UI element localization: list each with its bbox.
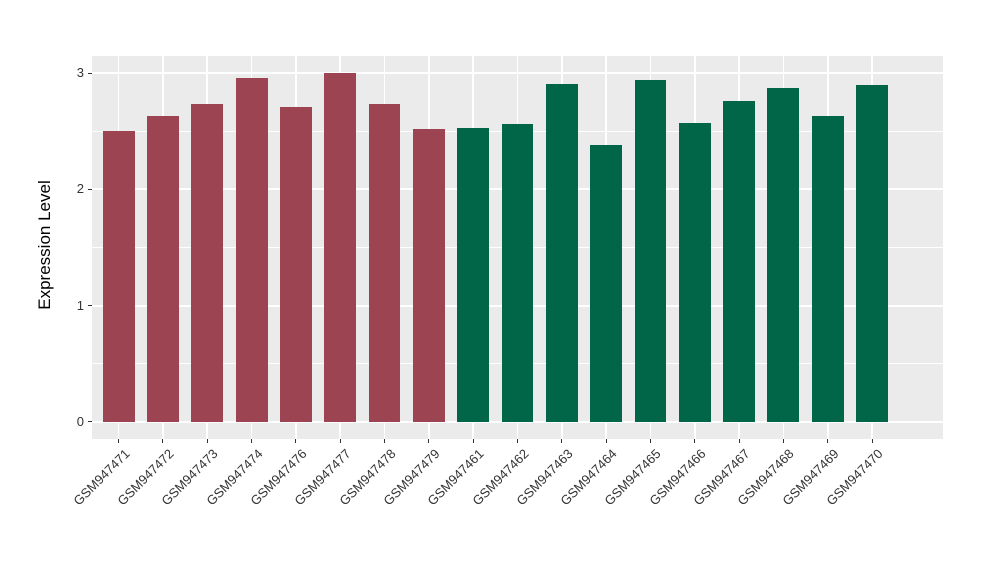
x-tick-mark <box>827 439 829 443</box>
bar-GSM947479 <box>412 129 445 422</box>
bar-GSM947477 <box>324 73 357 422</box>
bar-GSM947461 <box>457 127 490 422</box>
bar-GSM947463 <box>545 83 578 422</box>
x-tick-label-GSM947473: GSM947473 <box>158 446 221 509</box>
x-tick-label-GSM947464: GSM947464 <box>557 446 620 509</box>
x-tick-label-GSM947478: GSM947478 <box>335 446 399 509</box>
x-tick-label-GSM947471: GSM947471 <box>69 446 133 509</box>
x-tick-label-GSM947479: GSM947479 <box>380 446 443 509</box>
x-tick-mark <box>605 439 607 443</box>
x-tick-mark <box>206 439 208 443</box>
x-tick-label-GSM947466: GSM947466 <box>646 446 709 509</box>
x-tick-label-GSM947476: GSM947476 <box>247 446 310 509</box>
x-tick-label-GSM947463: GSM947463 <box>513 446 576 509</box>
x-tick-mark <box>162 439 164 443</box>
y-tick-label: 2 <box>76 181 84 197</box>
bar-GSM947472 <box>146 116 179 422</box>
bar-GSM947467 <box>723 101 756 422</box>
bar-GSM947470 <box>856 84 889 422</box>
x-tick-mark <box>517 439 518 443</box>
x-tick-mark <box>871 439 873 443</box>
x-tick-mark <box>339 439 341 443</box>
x-tick-mark <box>694 439 696 443</box>
x-tick-mark <box>782 439 784 443</box>
bar-GSM947469 <box>811 116 844 422</box>
bar-GSM947473 <box>191 103 224 422</box>
x-tick-label-GSM947469: GSM947469 <box>779 446 842 509</box>
bar-GSM947471 <box>102 131 135 422</box>
y-axis-title: Expression Level <box>35 180 54 310</box>
plot-panel <box>92 56 943 439</box>
y-tick-label: 1 <box>76 297 84 313</box>
x-tick-label-GSM947465: GSM947465 <box>601 446 665 509</box>
bar-GSM947468 <box>767 88 800 422</box>
x-tick-mark <box>384 439 386 443</box>
x-tick-mark <box>738 439 740 443</box>
bar-GSM947466 <box>678 123 711 422</box>
x-tick-mark <box>649 439 651 443</box>
bar-GSM947462 <box>501 124 534 422</box>
bar-GSM947476 <box>279 106 312 422</box>
x-tick-label-GSM947470: GSM947470 <box>823 446 886 509</box>
x-tick-label-GSM947474: GSM947474 <box>202 446 266 509</box>
x-tick-label-GSM947472: GSM947472 <box>114 446 177 509</box>
x-tick-label-GSM947462: GSM947462 <box>468 446 532 509</box>
bar-GSM947474 <box>235 77 268 422</box>
x-tick-mark <box>472 439 474 443</box>
y-tick-label: 0 <box>76 413 84 429</box>
x-tick-mark <box>295 439 297 443</box>
x-tick-mark <box>428 439 430 443</box>
x-tick-mark <box>118 439 120 443</box>
bar-GSM947464 <box>590 145 623 422</box>
x-tick-label-GSM947467: GSM947467 <box>690 446 753 509</box>
x-tick-label-GSM947477: GSM947477 <box>291 446 354 509</box>
x-tick-label-GSM947468: GSM947468 <box>734 446 798 509</box>
y-tick-label: 3 <box>76 65 84 81</box>
x-tick-mark <box>561 439 563 443</box>
x-tick-label-GSM947461: GSM947461 <box>424 446 487 509</box>
x-tick-mark <box>251 439 253 443</box>
bar-GSM947478 <box>368 103 401 422</box>
bar-GSM947465 <box>634 80 667 422</box>
